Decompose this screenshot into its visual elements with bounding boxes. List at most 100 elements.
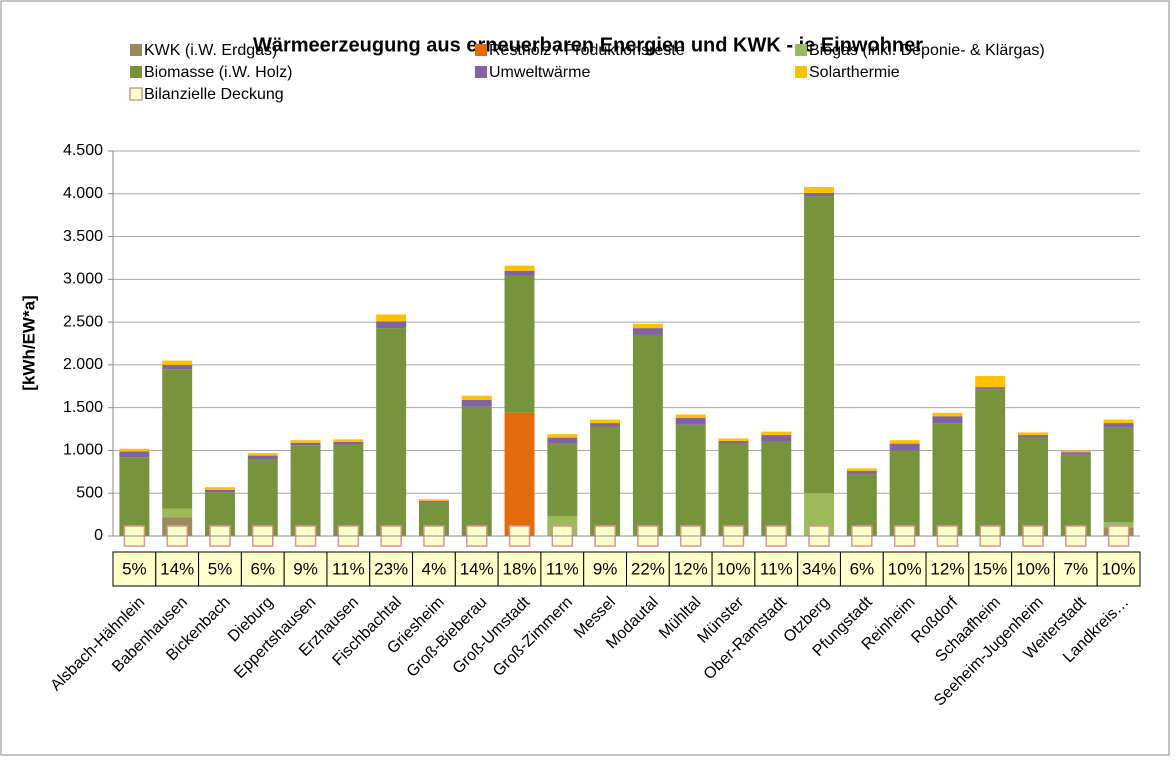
data-label: 6% [250, 559, 275, 578]
label-box [198, 551, 242, 587]
legend-swatch [129, 87, 143, 101]
y-tick-label: 4.500 [63, 142, 103, 159]
bar-segment [804, 192, 835, 197]
label-box [497, 551, 542, 587]
legend-label: Biomasse (i.W. Holz) [144, 64, 292, 81]
bar-segment [1018, 432, 1048, 436]
bar-segment [590, 419, 621, 424]
bar-segment [1060, 454, 1091, 536]
bar-segment [804, 186, 835, 193]
bar-segment [804, 196, 835, 494]
bar-segment [162, 364, 193, 370]
data-label: 6% [850, 559, 875, 578]
y-tick-label: 500 [76, 484, 103, 501]
bar-segment [504, 265, 535, 271]
bar-segment [1060, 452, 1091, 455]
label-box [283, 551, 328, 587]
legend-label: Bilanzielle Deckung [144, 86, 284, 103]
legend-swatch [795, 44, 807, 56]
legend-label: Restholz / Produktionsreste [489, 42, 685, 59]
data-label: 11% [760, 559, 793, 578]
bar-segment [205, 489, 235, 493]
bar-segment [632, 323, 663, 329]
y-tick-label: 2.500 [63, 313, 103, 330]
bar-segment [889, 440, 920, 444]
label-box [925, 551, 970, 587]
bar-segment [547, 434, 578, 438]
bar-segment [846, 470, 877, 475]
bar-segment [162, 369, 193, 509]
bar-segment [718, 441, 749, 444]
bar-segment [1018, 437, 1048, 536]
data-label: 9% [293, 559, 318, 578]
bar-segment [162, 360, 193, 365]
bar-segment [547, 437, 578, 444]
bar-segment [119, 448, 150, 452]
y-axis-label: [kWh/EW*a] [19, 295, 38, 390]
bar-segment [290, 445, 321, 536]
chart-title: Wärmeerzeugung aus erneuerbaren Energien… [253, 34, 923, 56]
bar-segment [461, 395, 492, 400]
bar-segment [418, 500, 449, 503]
bar-segment [333, 441, 364, 445]
bar-segment [590, 426, 621, 536]
data-label: 12% [930, 559, 964, 578]
y-tick-label: 4.000 [63, 185, 103, 202]
data-label: 12% [674, 559, 708, 578]
y-tick-label: 1.500 [63, 399, 103, 416]
label-box [668, 551, 713, 587]
y-tick-label: 2.000 [63, 356, 103, 373]
bar-segment [504, 412, 535, 536]
bar-segment [376, 314, 407, 322]
data-label: 10% [1102, 559, 1136, 578]
legend-swatch [475, 44, 487, 56]
bar-segment [162, 508, 193, 518]
bar-segment [418, 499, 449, 501]
data-label: 4% [422, 559, 447, 578]
data-label: 34% [802, 559, 836, 578]
bar-segment [376, 321, 407, 329]
bar-segment [1018, 435, 1048, 438]
data-label: 10% [888, 559, 922, 578]
bar-segment [932, 416, 963, 424]
label-box [326, 551, 371, 587]
bar-segment [247, 453, 278, 456]
data-label: 23% [374, 559, 408, 578]
label-box [626, 551, 670, 587]
bar-segment [247, 459, 278, 536]
bar-segment [761, 441, 792, 536]
bar-segment [761, 431, 792, 436]
label-box [369, 551, 414, 587]
data-label: 14% [460, 559, 494, 578]
data-label: 10% [1016, 559, 1050, 578]
bar-segment [333, 439, 364, 442]
bar-segment [675, 414, 706, 418]
label-box [797, 551, 841, 587]
bar-segment [761, 435, 792, 442]
data-label: 15% [973, 559, 1007, 578]
data-label: 14% [160, 559, 194, 578]
bar-segment [889, 443, 920, 451]
data-label: 5% [122, 559, 147, 578]
bar-segment [1060, 450, 1091, 453]
label-box [754, 551, 799, 587]
y-tick-label: 3.500 [63, 228, 103, 245]
legend-swatch [795, 66, 807, 78]
bar-segment [889, 450, 920, 536]
data-label: 18% [503, 559, 537, 578]
legend-swatch [130, 44, 142, 56]
bar-segment [547, 443, 578, 517]
bar-segment [1103, 419, 1134, 424]
data-label: 5% [208, 559, 233, 578]
bar-segment [290, 440, 321, 443]
bar-segment [119, 451, 150, 458]
label-box [155, 551, 200, 587]
bar-segment [376, 328, 407, 536]
legend-swatch [475, 66, 487, 78]
data-label: 9% [593, 559, 618, 578]
bar-segment [632, 334, 663, 536]
legend-label: Umweltwärme [489, 64, 590, 81]
bar-segment [461, 406, 492, 536]
data-label: 10% [716, 559, 750, 578]
